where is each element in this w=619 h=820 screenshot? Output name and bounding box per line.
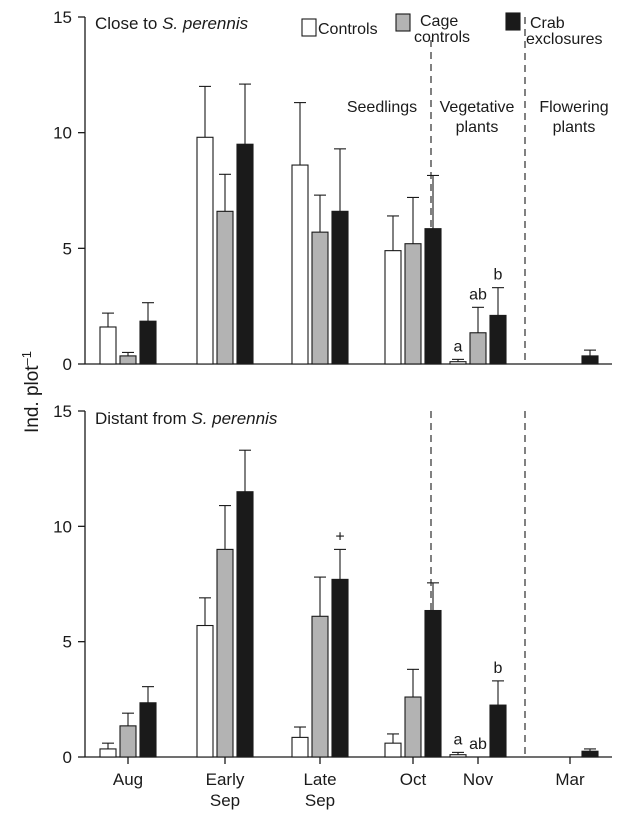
legend-label-controls: Controls — [318, 21, 378, 38]
bar-cage-controls-oct — [404, 696, 422, 758]
x-tick-label: Early — [206, 770, 245, 789]
x-tick-label: Sep — [305, 791, 335, 810]
y-tick-label: 10 — [53, 517, 72, 536]
x-tick-label: Mar — [555, 770, 585, 789]
significance-label: a — [454, 338, 463, 355]
panel-title: Distant from S. perennis — [95, 409, 278, 428]
y-tick-label: 15 — [53, 8, 72, 27]
x-tick-label: Late — [303, 770, 336, 789]
bar-crab-exclosures-oct — [424, 228, 442, 365]
bar-crab-exclosures-early-sep — [236, 143, 254, 365]
y-tick-label: 10 — [53, 124, 72, 143]
significance-label: b — [494, 660, 503, 677]
bar-crab-exclosures-mar — [581, 355, 599, 365]
y-axis-ticks: 0 5 10 15 — [53, 402, 85, 767]
y-axis-ticks: 0 5 10 15 — [53, 8, 85, 374]
bar-cage-controls-nov — [469, 332, 487, 365]
bar-controls-aug — [99, 748, 117, 758]
section-label-vegetative-line2: plants — [456, 119, 499, 136]
legend-swatch-crab-exclosures — [505, 12, 521, 31]
bar-group — [99, 449, 599, 758]
legend-label-cage-line1: Cage — [420, 13, 458, 30]
section-label-seedlings: Seedlings — [347, 99, 417, 116]
panel-title: Close to S. perennis — [95, 14, 249, 33]
annotation-group: + a ab b — [335, 528, 502, 753]
bar-cage-controls-oct — [404, 243, 422, 365]
x-tick-label: Oct — [400, 770, 427, 789]
x-tick-label: Aug — [113, 770, 143, 789]
bar-cage-controls-early-sep — [216, 210, 234, 365]
bar-cage-controls-early-sep — [216, 548, 234, 758]
y-tick-label: 5 — [63, 633, 72, 652]
legend-label-crab-line1: Crab — [530, 15, 565, 32]
y-tick-label: 0 — [63, 355, 72, 374]
bar-group — [99, 83, 599, 365]
bar-crab-exclosures-late-sep — [331, 210, 349, 365]
bar-controls-late-sep — [291, 164, 309, 365]
bar-controls-late-sep — [291, 736, 309, 758]
bar-controls-early-sep — [196, 136, 214, 365]
y-axis-label-text: Ind. plot — [22, 365, 43, 433]
bar-controls-early-sep — [196, 624, 214, 758]
y-tick-label: 15 — [53, 402, 72, 421]
legend-label-cage-line2: controls — [414, 29, 470, 46]
panel-title-prefix: Distant from — [95, 409, 191, 428]
significance-label: ab — [469, 736, 487, 753]
x-tick-label: Nov — [463, 770, 494, 789]
bar-crab-exclosures-nov — [489, 704, 507, 758]
bar-crab-exclosures-aug — [139, 320, 157, 365]
section-label-flowering-line2: plants — [553, 119, 596, 136]
bar-controls-aug — [99, 326, 117, 365]
bar-crab-exclosures-early-sep — [236, 491, 254, 758]
section-label-vegetative: Vegetative — [440, 99, 515, 116]
bar-controls-oct — [384, 250, 402, 365]
legend-swatch-controls — [301, 18, 317, 37]
bar-controls-oct — [384, 742, 402, 758]
bar-cage-controls-late-sep — [311, 615, 329, 758]
bar-cage-controls-aug — [119, 725, 137, 758]
panel-close: Close to S. perennis Seedlings Vegetativ… — [53, 8, 612, 374]
y-tick-label: 5 — [63, 239, 72, 258]
x-axis-ticks: Aug Early Sep Late Sep Oct Nov Mar — [113, 757, 585, 810]
bar-controls-nov — [449, 361, 467, 365]
y-axis-label-superscript: –1 — [19, 351, 34, 365]
panel-title-species: S. perennis — [162, 14, 248, 33]
legend-label-crab-line2: exclosures — [526, 31, 602, 48]
significance-label: a — [454, 731, 463, 748]
panel-distant: Distant from S. perennis 0 5 10 15 + a ab b Au… — [53, 402, 612, 810]
bar-crab-exclosures-late-sep — [331, 578, 349, 758]
legend: Controls Cage controls Crab exclosures — [301, 12, 602, 48]
section-label-flowering: Flowering — [539, 99, 608, 116]
panel-title-prefix: Close to — [95, 14, 162, 33]
bar-controls-nov — [449, 754, 467, 758]
bar-cage-controls-late-sep — [311, 231, 329, 365]
y-tick-label: 0 — [63, 748, 72, 767]
annotation-group: a abb — [454, 267, 503, 356]
significance-label: + — [335, 528, 344, 545]
significance-label: ab — [469, 286, 487, 303]
x-tick-label: Sep — [210, 791, 240, 810]
bar-crab-exclosures-mar — [581, 750, 599, 758]
legend-swatch-cage-controls — [395, 13, 411, 32]
significance-label: b — [494, 267, 503, 284]
y-axis-label: Ind. plot–1 — [19, 351, 43, 433]
bar-crab-exclosures-nov — [489, 314, 507, 365]
bar-crab-exclosures-oct — [424, 609, 442, 758]
panel-title-species: S. perennis — [191, 409, 277, 428]
bar-cage-controls-aug — [119, 355, 137, 365]
bar-crab-exclosures-aug — [139, 702, 157, 758]
